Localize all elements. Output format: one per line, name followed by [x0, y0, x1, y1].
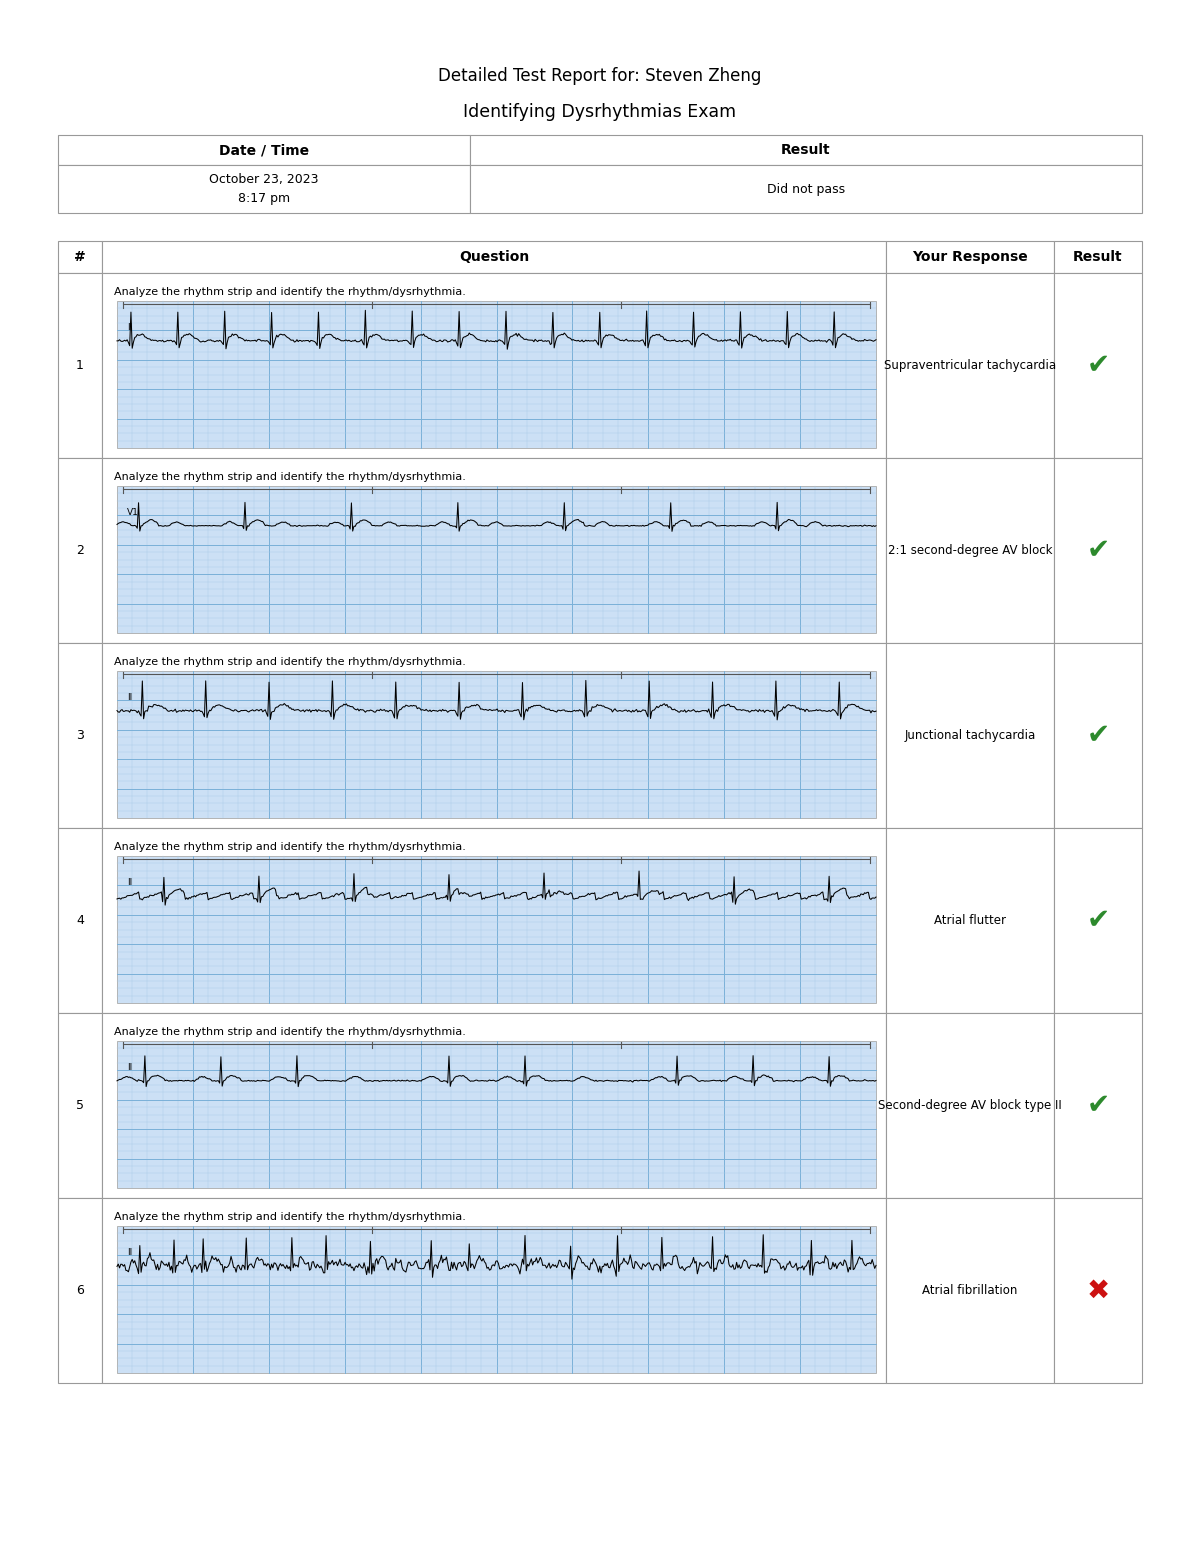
Text: 6: 6 [76, 1284, 84, 1297]
FancyBboxPatch shape [58, 1197, 102, 1384]
FancyBboxPatch shape [1054, 828, 1142, 1013]
FancyBboxPatch shape [118, 486, 876, 634]
FancyBboxPatch shape [58, 135, 470, 165]
FancyBboxPatch shape [58, 165, 470, 213]
Text: Analyze the rhythm strip and identify the rhythm/dysrhythmia.: Analyze the rhythm strip and identify th… [114, 287, 466, 297]
Text: ✔: ✔ [1086, 1092, 1110, 1120]
Text: II: II [127, 323, 132, 332]
FancyBboxPatch shape [1054, 241, 1142, 273]
Text: Did not pass: Did not pass [767, 183, 845, 196]
FancyBboxPatch shape [886, 828, 1054, 1013]
Text: ✖: ✖ [1086, 1277, 1110, 1305]
Text: Analyze the rhythm strip and identify the rhythm/dysrhythmia.: Analyze the rhythm strip and identify th… [114, 1211, 466, 1222]
FancyBboxPatch shape [102, 1197, 886, 1384]
FancyBboxPatch shape [58, 458, 102, 643]
FancyBboxPatch shape [102, 458, 886, 643]
FancyBboxPatch shape [58, 1013, 102, 1197]
Text: 3: 3 [76, 728, 84, 742]
FancyBboxPatch shape [1054, 273, 1142, 458]
FancyBboxPatch shape [118, 301, 876, 447]
Text: Analyze the rhythm strip and identify the rhythm/dysrhythmia.: Analyze the rhythm strip and identify th… [114, 472, 466, 481]
Text: 4: 4 [76, 915, 84, 927]
Text: Identifying Dysrhythmias Exam: Identifying Dysrhythmias Exam [463, 102, 737, 121]
Text: Result: Result [781, 143, 830, 157]
FancyBboxPatch shape [102, 241, 886, 273]
FancyBboxPatch shape [102, 643, 886, 828]
FancyBboxPatch shape [886, 643, 1054, 828]
Text: Date / Time: Date / Time [218, 143, 310, 157]
FancyBboxPatch shape [886, 1013, 1054, 1197]
Text: Junctional tachycardia: Junctional tachycardia [905, 728, 1036, 742]
Text: Supraventricular tachycardia: Supraventricular tachycardia [884, 359, 1056, 373]
Text: ✔: ✔ [1086, 351, 1110, 379]
FancyBboxPatch shape [58, 643, 102, 828]
Text: Analyze the rhythm strip and identify the rhythm/dysrhythmia.: Analyze the rhythm strip and identify th… [114, 842, 466, 853]
Text: Analyze the rhythm strip and identify the rhythm/dysrhythmia.: Analyze the rhythm strip and identify th… [114, 657, 466, 666]
Text: Analyze the rhythm strip and identify the rhythm/dysrhythmia.: Analyze the rhythm strip and identify th… [114, 1027, 466, 1037]
FancyBboxPatch shape [1054, 1197, 1142, 1384]
FancyBboxPatch shape [1054, 643, 1142, 828]
FancyBboxPatch shape [102, 828, 886, 1013]
FancyBboxPatch shape [886, 458, 1054, 643]
FancyBboxPatch shape [886, 241, 1054, 273]
FancyBboxPatch shape [886, 1197, 1054, 1384]
Text: 5: 5 [76, 1100, 84, 1112]
FancyBboxPatch shape [118, 671, 876, 818]
FancyBboxPatch shape [118, 1041, 876, 1188]
FancyBboxPatch shape [58, 273, 102, 458]
Text: Second-degree AV block type II: Second-degree AV block type II [878, 1100, 1062, 1112]
Text: Detailed Test Report for: Steven Zheng: Detailed Test Report for: Steven Zheng [438, 67, 762, 85]
Text: Your Response: Your Response [912, 250, 1028, 264]
Text: 1: 1 [76, 359, 84, 373]
FancyBboxPatch shape [58, 828, 102, 1013]
FancyBboxPatch shape [58, 241, 102, 273]
FancyBboxPatch shape [470, 135, 1142, 165]
Text: ✔: ✔ [1086, 536, 1110, 564]
Text: Result: Result [1073, 250, 1123, 264]
Text: October 23, 2023
8:17 pm: October 23, 2023 8:17 pm [209, 172, 319, 205]
Text: ✔: ✔ [1086, 907, 1110, 935]
Text: II: II [127, 1062, 132, 1072]
Text: 2:1 second-degree AV block: 2:1 second-degree AV block [888, 544, 1052, 558]
FancyBboxPatch shape [102, 1013, 886, 1197]
Text: II: II [127, 1249, 132, 1256]
Text: Atrial flutter: Atrial flutter [934, 915, 1006, 927]
FancyBboxPatch shape [118, 1225, 876, 1373]
Text: Question: Question [458, 250, 529, 264]
Text: ✔: ✔ [1086, 722, 1110, 750]
FancyBboxPatch shape [118, 856, 876, 1003]
FancyBboxPatch shape [470, 165, 1142, 213]
FancyBboxPatch shape [1054, 458, 1142, 643]
Text: V1: V1 [127, 508, 139, 517]
Text: #: # [74, 250, 86, 264]
FancyBboxPatch shape [886, 273, 1054, 458]
Text: II: II [127, 877, 132, 887]
Text: II: II [127, 693, 132, 702]
FancyBboxPatch shape [1054, 1013, 1142, 1197]
Text: 2: 2 [76, 544, 84, 558]
Text: Atrial fibrillation: Atrial fibrillation [923, 1284, 1018, 1297]
FancyBboxPatch shape [102, 273, 886, 458]
